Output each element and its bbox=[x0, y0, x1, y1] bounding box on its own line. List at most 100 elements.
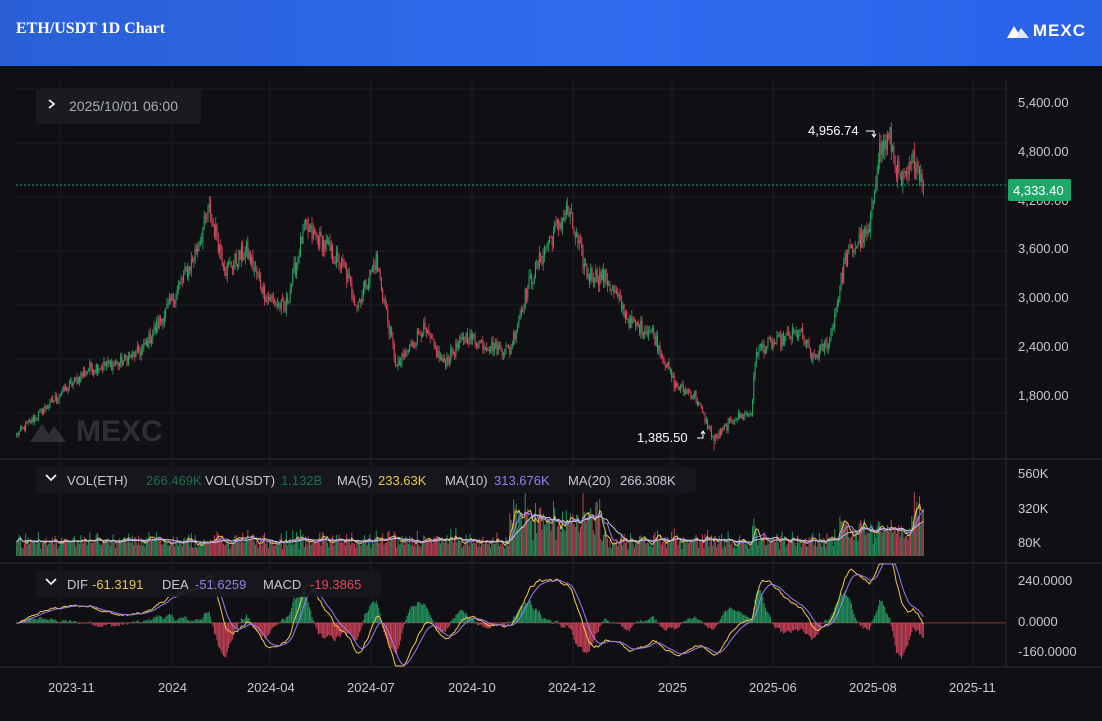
candle-body bbox=[537, 262, 539, 268]
candle-body bbox=[630, 316, 632, 328]
macd-bar bbox=[466, 615, 468, 623]
macd-bar bbox=[547, 619, 549, 623]
macd-bar bbox=[588, 622, 590, 652]
macd-bar bbox=[348, 622, 350, 634]
candle-body bbox=[457, 343, 459, 348]
candle-body bbox=[378, 267, 380, 271]
candle-body bbox=[100, 367, 102, 370]
legend-ma5-label: MA(5) bbox=[337, 473, 372, 488]
volume-bar bbox=[346, 534, 348, 556]
macd-bar bbox=[391, 622, 393, 649]
candle-body bbox=[16, 433, 18, 435]
candle-body bbox=[563, 217, 565, 221]
volume-bar bbox=[478, 538, 480, 556]
volume-bar bbox=[694, 537, 696, 556]
candle-body bbox=[166, 304, 168, 309]
volume-bar bbox=[77, 539, 79, 556]
macd-bar bbox=[197, 619, 199, 623]
volume-bar bbox=[348, 538, 350, 556]
candle-body bbox=[716, 435, 718, 437]
macd-bar bbox=[886, 614, 888, 623]
candle-body bbox=[195, 248, 197, 252]
volume-bar bbox=[591, 515, 593, 556]
macd-bar bbox=[618, 622, 620, 624]
macd-bar bbox=[759, 590, 761, 623]
volume-bar bbox=[448, 540, 450, 556]
macd-bar bbox=[667, 622, 669, 628]
candlestick-chart[interactable]: MEXC 5,400.00 4,800.00 4,200.00 3,600.00… bbox=[0, 66, 1102, 716]
macd-tick: -160.0000 bbox=[1018, 644, 1077, 659]
macd-bar bbox=[418, 601, 420, 623]
volume-bar bbox=[308, 541, 310, 556]
candle-body bbox=[807, 340, 809, 343]
macd-bar bbox=[854, 617, 856, 623]
macd-legend[interactable]: DIF -61.3191 DEA -51.6259 MACD -19.3865 bbox=[36, 571, 381, 597]
macd-bar bbox=[903, 622, 905, 653]
volume-bar bbox=[771, 541, 773, 556]
candle-body bbox=[310, 225, 312, 229]
volume-bar bbox=[108, 542, 110, 556]
grid-lines bbox=[16, 80, 1006, 667]
volume-bar bbox=[244, 538, 246, 556]
candle-body bbox=[248, 252, 250, 259]
macd-bar bbox=[509, 622, 511, 624]
candle-body bbox=[461, 337, 463, 339]
volume-bar bbox=[772, 537, 774, 556]
macd-bar bbox=[822, 622, 824, 624]
crosshair-date-box[interactable]: 2025/10/01 06:00 bbox=[36, 88, 201, 124]
macd-bar bbox=[904, 622, 906, 650]
chart-area[interactable]: MEXC 5,400.00 4,800.00 4,200.00 3,600.00… bbox=[0, 66, 1102, 716]
macd-bar bbox=[221, 622, 223, 654]
macd-bar bbox=[645, 620, 647, 623]
volume-bar bbox=[261, 545, 263, 556]
macd-bar bbox=[921, 622, 923, 638]
macd-bar bbox=[816, 622, 818, 635]
volume-bar bbox=[117, 542, 119, 556]
price-tick: 3,000.00 bbox=[1018, 290, 1069, 305]
volume-bar bbox=[416, 530, 418, 556]
candle-body bbox=[284, 306, 286, 312]
volume-bar bbox=[825, 547, 827, 556]
macd-bar bbox=[875, 613, 877, 623]
candle-body bbox=[353, 300, 355, 305]
candle-body bbox=[532, 283, 534, 285]
candle-body bbox=[274, 300, 276, 305]
candle-body bbox=[335, 251, 337, 264]
candle-body bbox=[360, 299, 362, 304]
volume-legend[interactable]: VOL(ETH) 266.469K VOL(USDT) 1.132B MA(5)… bbox=[36, 467, 696, 493]
macd-bar bbox=[630, 622, 632, 629]
macd-bar bbox=[147, 621, 149, 623]
volume-bar bbox=[705, 536, 707, 556]
candle-body bbox=[294, 263, 296, 275]
macd-bar bbox=[396, 622, 398, 653]
low-price-label: 1,385.50 bbox=[637, 430, 688, 445]
volume-bar bbox=[650, 543, 652, 556]
candle-body bbox=[329, 241, 331, 252]
candle-body bbox=[749, 414, 751, 415]
macd-bar bbox=[561, 622, 563, 627]
candle-body bbox=[483, 346, 485, 350]
candle-body bbox=[487, 349, 489, 351]
macd-bar bbox=[552, 622, 554, 624]
macd-bar bbox=[434, 622, 436, 626]
macd-bar bbox=[641, 620, 643, 623]
candle-body bbox=[633, 319, 635, 321]
volume-bar bbox=[437, 536, 439, 556]
macd-bar bbox=[452, 618, 454, 623]
volume-bar bbox=[827, 538, 829, 556]
candle-body bbox=[106, 364, 108, 366]
volume-bar bbox=[848, 536, 850, 556]
macd-bar bbox=[809, 622, 811, 638]
macd-bar bbox=[231, 622, 233, 640]
volume-bar bbox=[710, 535, 712, 556]
macd-bar bbox=[266, 622, 268, 637]
volume-bar bbox=[676, 538, 678, 556]
volume-bar bbox=[193, 547, 195, 556]
volume-bar bbox=[659, 534, 661, 556]
volume-bar bbox=[775, 542, 777, 556]
volume-bar bbox=[531, 513, 533, 556]
macd-bar bbox=[527, 602, 529, 623]
volume-bar bbox=[368, 539, 370, 556]
candle-body bbox=[642, 332, 644, 336]
current-price-value: 4,333.40 bbox=[1013, 183, 1064, 198]
